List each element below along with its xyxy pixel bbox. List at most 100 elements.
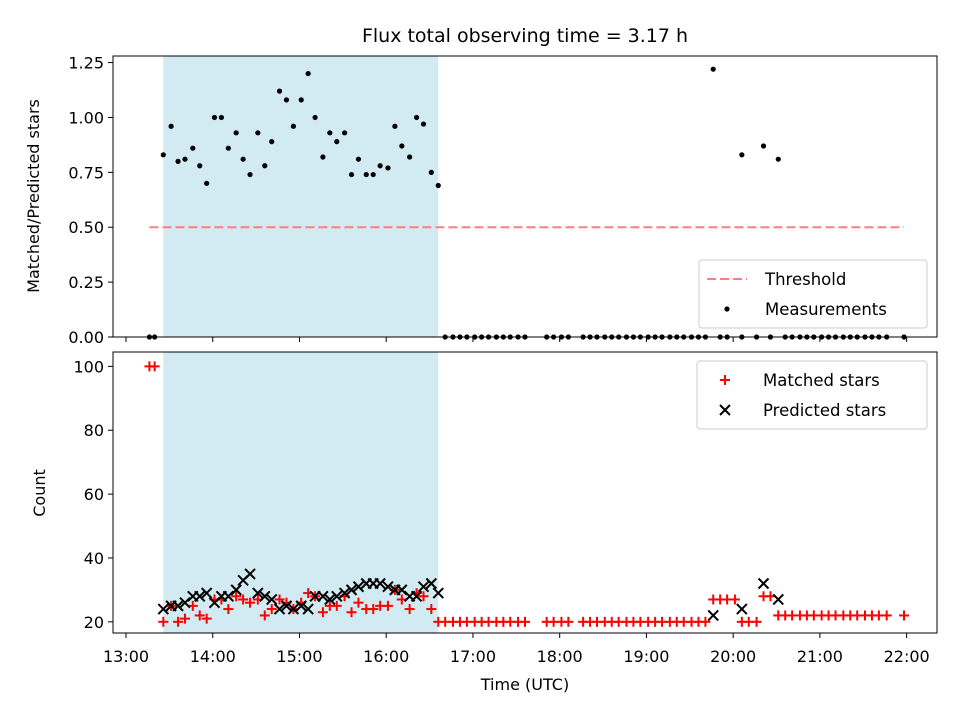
- x-tick-label: 22:00: [884, 647, 930, 666]
- matched-star-point: [194, 610, 205, 621]
- measurement-point: [175, 158, 181, 164]
- x-b: [331, 590, 343, 602]
- predicted-star-point: [317, 590, 329, 602]
- x-b: [222, 590, 235, 602]
- measurement-point: [341, 130, 348, 136]
- predicted-star-point: [345, 584, 358, 596]
- measurement-point: [710, 66, 716, 72]
- measurement-point: [225, 145, 231, 151]
- plot-frame: [112, 55, 938, 338]
- x-b: [425, 577, 438, 590]
- measurement-point: [283, 97, 290, 103]
- y-tick-label: 0.50: [68, 218, 104, 237]
- predicted-star-point: [396, 584, 408, 596]
- matched-star-point: [368, 604, 379, 615]
- x-b: [287, 603, 300, 615]
- x-axis-label: Time (UTC): [480, 675, 569, 694]
- x-b: [252, 587, 264, 599]
- top-y-axis-label: Matched/Predicted stars: [24, 99, 43, 293]
- predicted-star-point: [352, 580, 365, 593]
- measurement-point: [211, 114, 218, 121]
- x-b: [736, 603, 748, 615]
- measurement-point: [255, 130, 261, 136]
- measurement-point: [327, 130, 333, 136]
- measurement-point: [312, 114, 318, 121]
- measurement-point: [413, 114, 420, 121]
- predicted-star-point: [338, 587, 351, 599]
- predicted-star-point: [374, 577, 386, 590]
- measurement-point: [385, 165, 391, 171]
- x-b: [172, 600, 184, 612]
- measurement-point: [298, 97, 304, 103]
- measurement-point: [355, 156, 362, 162]
- matched-star-point: [700, 616, 711, 627]
- legend-label: Matched stars: [763, 371, 880, 390]
- matched-star-point: [231, 591, 242, 602]
- predicted-star-point: [172, 600, 184, 612]
- predicted-star-point: [382, 580, 394, 593]
- predicted-star-point: [302, 603, 314, 615]
- x-b: [157, 603, 170, 615]
- predicted-star-point: [295, 600, 307, 612]
- x-b: [317, 590, 329, 602]
- measurement-point: [407, 154, 413, 160]
- measurement-point: [262, 163, 268, 169]
- predicted-star-point: [324, 593, 336, 606]
- legend-box: [696, 360, 928, 430]
- measurement-point: [168, 123, 174, 129]
- y-tick-label: 1.25: [68, 54, 104, 73]
- measurement-point: [269, 139, 275, 145]
- matched-star-point: [881, 610, 892, 621]
- x-b: [417, 580, 430, 593]
- measurement-point: [190, 145, 196, 151]
- predicted-star-point: [194, 590, 206, 602]
- matched-star-point: [418, 591, 429, 602]
- x-tick-label: 17:00: [450, 647, 496, 666]
- measurement-point: [435, 182, 441, 189]
- measurement-point: [775, 156, 781, 162]
- top-panel: 0.00 0.25 0.50 0.75 1.00 1.25 Threshold Measure…: [68, 54, 938, 347]
- measurement-point: [320, 154, 326, 160]
- y-tick-label: 0.00: [68, 328, 104, 347]
- matched-star-point: [751, 616, 762, 627]
- x-tick-label: 15:00: [276, 647, 322, 666]
- matched-star-point: [266, 604, 277, 615]
- x-b: [338, 587, 351, 599]
- predicted-star-point: [736, 603, 748, 615]
- x-b: [757, 577, 770, 590]
- x-tick-label: 13:00: [103, 647, 149, 666]
- predicted-star-point: [259, 590, 271, 602]
- matched-star-point: [274, 594, 285, 605]
- predicted-star-point: [772, 593, 784, 606]
- matched-star-point: [346, 607, 357, 618]
- matched-star-point: [158, 616, 169, 627]
- measurement-point: [348, 171, 355, 178]
- predicted-star-point: [266, 593, 278, 606]
- x-b: [280, 600, 293, 612]
- x-b: [179, 596, 191, 609]
- y-tick-label: 100: [73, 357, 104, 376]
- measurement-point: [377, 163, 383, 169]
- x-b: [273, 603, 286, 615]
- predicted-star-point: [417, 580, 430, 593]
- x-b: [707, 609, 719, 622]
- y-tick-label: 0.75: [68, 163, 104, 182]
- predicted-star-point: [280, 600, 293, 612]
- bottom-panel: 20 40 60 80 100 13:00 14:00 15:00 16:00 17:00 18:0…: [73, 351, 938, 666]
- x-tick-label: 18:00: [537, 647, 583, 666]
- measurement-point: [739, 152, 745, 158]
- x-tick-label: 21:00: [797, 647, 843, 666]
- matched-star-point: [238, 594, 249, 605]
- measurement-point: [399, 143, 405, 149]
- y-tick-label: 40: [84, 549, 104, 568]
- predicted-star-point: [273, 603, 286, 615]
- x-b: [259, 590, 271, 602]
- legend-box: [698, 259, 928, 329]
- measurement-point: [240, 156, 246, 162]
- x-b: [266, 593, 278, 606]
- measurement-point: [363, 171, 369, 178]
- predicted-star-point: [222, 590, 235, 602]
- x-b: [230, 584, 242, 596]
- x-b: [772, 593, 784, 606]
